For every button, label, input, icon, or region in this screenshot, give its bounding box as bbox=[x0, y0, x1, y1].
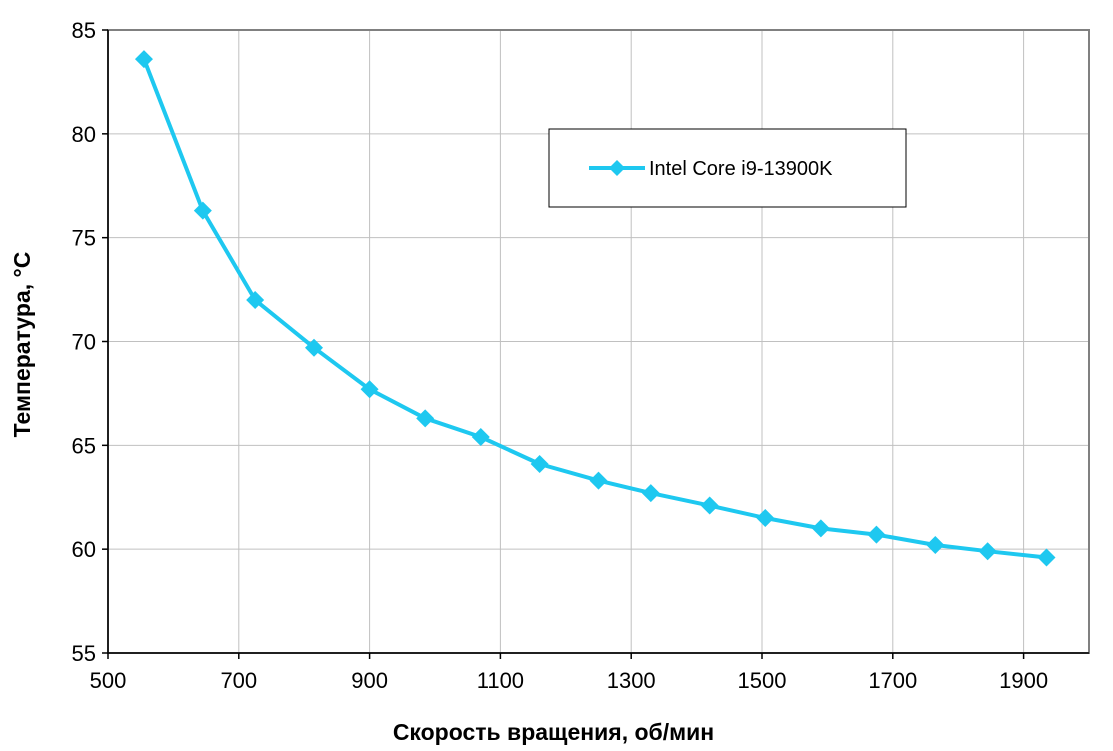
y-tick-label: 65 bbox=[72, 433, 96, 458]
data-point-marker bbox=[641, 484, 660, 503]
x-tick-label: 900 bbox=[351, 668, 388, 693]
axes: 55 60 65 70 75 80 85 500 700 900 1100 1300 1500 1700 1… bbox=[72, 18, 1089, 693]
data-point-marker bbox=[416, 409, 435, 428]
x-tick-label: 700 bbox=[220, 668, 257, 693]
x-tick-label: 1900 bbox=[999, 668, 1048, 693]
legend-series-label: Intel Core i9-13900K bbox=[649, 158, 833, 180]
data-point-marker bbox=[1037, 548, 1056, 567]
data-point-marker bbox=[867, 525, 886, 544]
y-tick-label: 55 bbox=[72, 641, 96, 666]
x-tick-label: 1100 bbox=[477, 668, 524, 693]
data-point-marker bbox=[811, 519, 830, 538]
y-tick-label: 75 bbox=[72, 226, 96, 251]
data-point-marker bbox=[926, 536, 945, 555]
series-group bbox=[134, 50, 1056, 567]
data-point-marker bbox=[978, 542, 997, 561]
data-point-marker bbox=[360, 380, 379, 399]
y-tick-label: 70 bbox=[72, 330, 96, 355]
legend-diamond-marker bbox=[609, 160, 625, 176]
data-point-marker bbox=[193, 201, 212, 220]
x-tick-label: 500 bbox=[90, 668, 127, 693]
x-axis-title: Скорость вращения, об/мин bbox=[393, 719, 714, 745]
data-point-marker bbox=[589, 471, 608, 490]
data-point-marker bbox=[134, 50, 153, 69]
grid bbox=[108, 30, 1089, 653]
y-tick-label: 80 bbox=[72, 122, 96, 147]
data-point-marker bbox=[305, 338, 324, 357]
data-point-marker bbox=[530, 455, 549, 474]
data-point-marker bbox=[471, 428, 490, 447]
legend: Intel Core i9-13900K bbox=[548, 128, 907, 208]
x-tick-label: 1500 bbox=[738, 668, 787, 693]
data-point-marker bbox=[246, 290, 265, 309]
y-axis-title: Температура, °C bbox=[9, 252, 35, 438]
x-tick-label: 1300 bbox=[607, 668, 656, 693]
y-tick-label: 60 bbox=[72, 537, 96, 562]
data-point-marker bbox=[700, 496, 719, 515]
data-point-marker bbox=[756, 509, 775, 528]
y-tick-label: 85 bbox=[72, 18, 96, 43]
x-tick-label: 1700 bbox=[868, 668, 917, 693]
